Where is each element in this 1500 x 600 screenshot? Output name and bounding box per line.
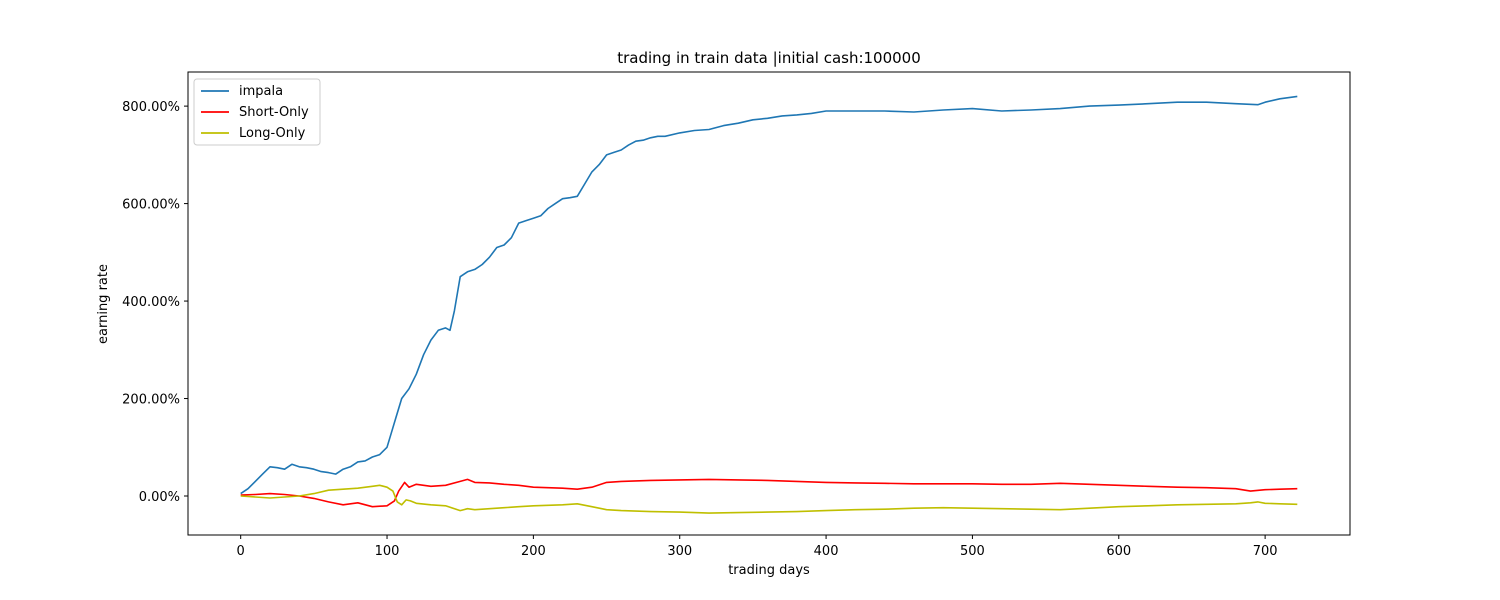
series-line-long-only bbox=[240, 484, 1298, 514]
x-tick-label: 100 bbox=[375, 544, 400, 559]
legend-label: impala bbox=[239, 84, 283, 99]
y-axis-ticks: 0.00% 200.00% 400.00% 600.00% 800.00% bbox=[122, 100, 188, 505]
x-tick-label: 0 bbox=[237, 544, 245, 559]
series-line-impala bbox=[240, 95, 1298, 495]
legend-label: Long-Only bbox=[239, 126, 306, 141]
plot-frame bbox=[187, 71, 1351, 536]
x-axis-title: trading days bbox=[728, 563, 810, 578]
x-axis-ticks: 0 100 200 300 400 500 600 700 bbox=[237, 535, 1278, 559]
legend: impala Short-Only Long-Only bbox=[193, 78, 321, 146]
legend-label: Short-Only bbox=[239, 105, 309, 120]
x-tick-label: 500 bbox=[960, 544, 985, 559]
x-tick-label: 600 bbox=[1106, 544, 1131, 559]
x-tick-label: 200 bbox=[521, 544, 546, 559]
x-tick-label: 400 bbox=[814, 544, 839, 559]
legend-box bbox=[193, 78, 321, 146]
chart-title: trading in train data |initial cash:1000… bbox=[617, 49, 921, 67]
series-line-short-only bbox=[240, 478, 1298, 508]
y-tick-label: 200.00% bbox=[122, 393, 180, 408]
y-axis-title: earning rate bbox=[96, 264, 111, 344]
y-tick-label: 800.00% bbox=[122, 100, 180, 115]
x-tick-label: 700 bbox=[1253, 544, 1278, 559]
y-tick-label: 600.00% bbox=[122, 198, 180, 213]
x-tick-label: 300 bbox=[667, 544, 692, 559]
y-tick-label: 400.00% bbox=[122, 295, 180, 310]
plot-area bbox=[240, 95, 1298, 514]
y-tick-label: 0.00% bbox=[139, 490, 180, 505]
